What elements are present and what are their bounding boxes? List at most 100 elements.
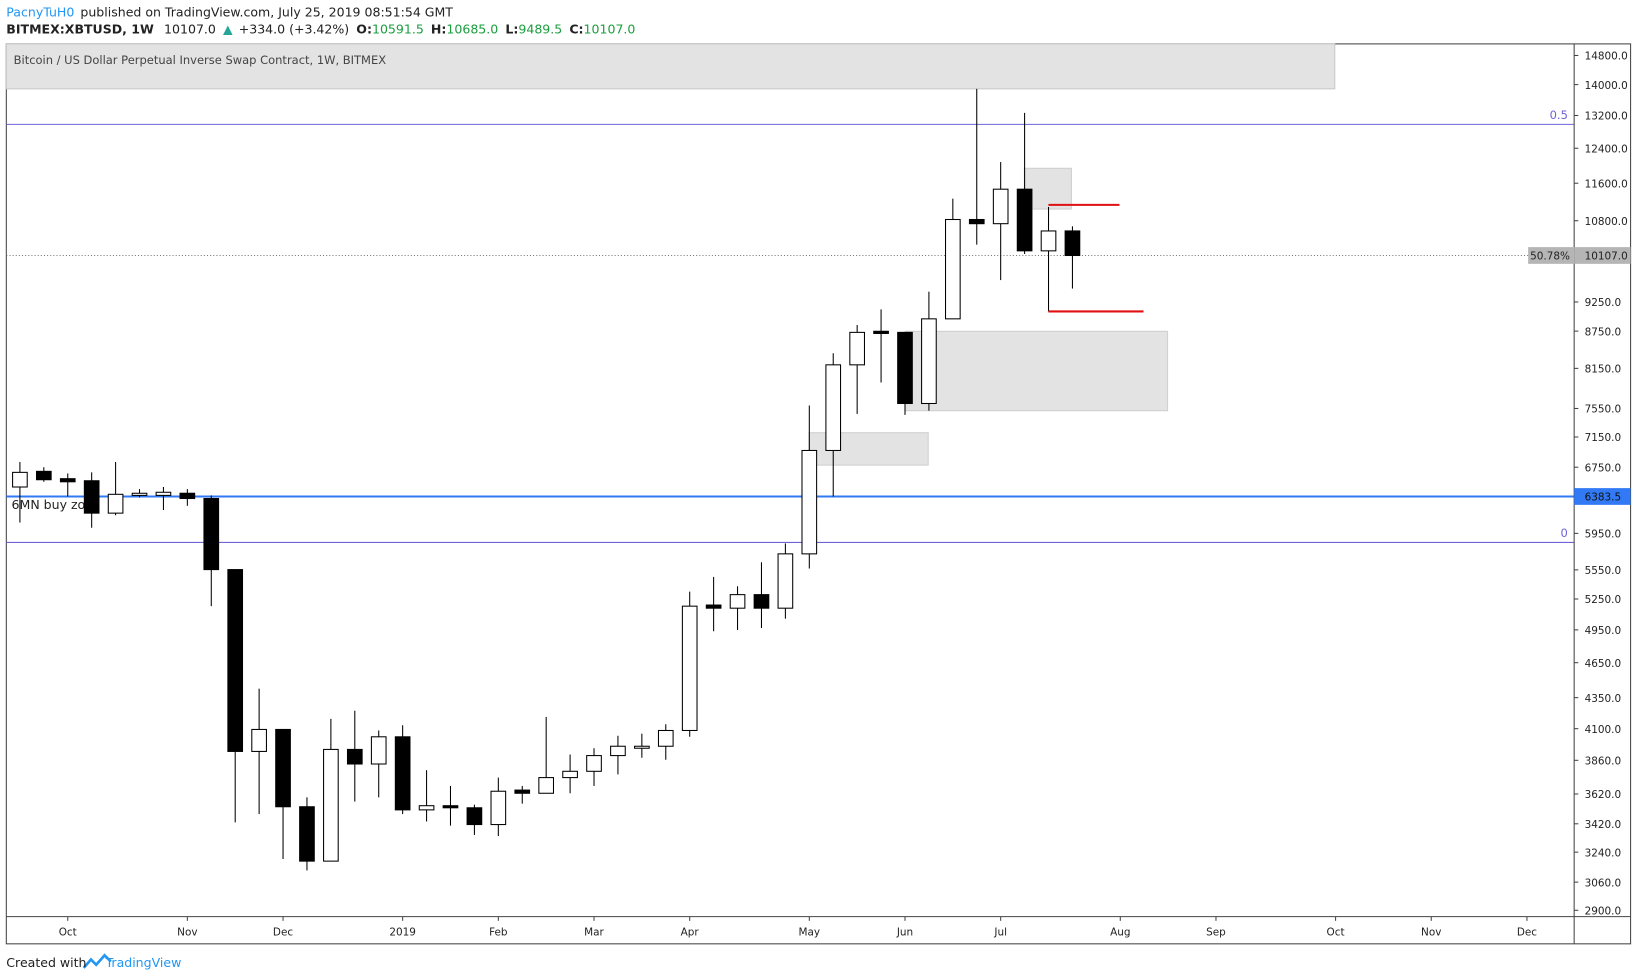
y-tick-label: 10800.0 (1585, 216, 1628, 228)
x-tick-label: May (799, 926, 821, 938)
ohlc-key: C: (569, 21, 583, 36)
ohlc-key: O: (356, 21, 372, 36)
user[interactable]: PacnyTuH0 (6, 5, 74, 20)
ohlc-value: 9489.5 (518, 21, 562, 36)
ohlc-value: 10591.5 (372, 21, 424, 36)
candle-body (107, 493, 124, 514)
candle-body (131, 492, 148, 496)
candle-body (729, 594, 746, 609)
candle-body (83, 480, 100, 514)
y-tick-label: 4650.0 (1585, 658, 1622, 670)
x-tick-label: Aug (1110, 926, 1130, 938)
candle-body (59, 478, 76, 483)
up-arrow: ▲ (223, 21, 233, 36)
y-tick-label: 4350.0 (1585, 693, 1622, 705)
logo (82, 953, 112, 969)
y-tick-label: 5250.0 (1585, 594, 1622, 606)
y-tick-label: 13200.0 (1585, 111, 1628, 123)
y-tick-label: 8750.0 (1585, 326, 1622, 338)
percent-label-bg (1528, 247, 1575, 264)
last-price: 10107.0 (164, 21, 216, 36)
y-tick-label: 3860.0 (1585, 755, 1622, 767)
candle-body (418, 805, 435, 811)
y-tick-label: 7550.0 (1585, 404, 1622, 416)
fib-label: 0 (1561, 526, 1568, 540)
ohlc-value: 10107.0 (584, 21, 636, 36)
y-tick-label: 11600.0 (1585, 178, 1628, 190)
x-tick-label: Feb (489, 926, 508, 938)
chart-title: Bitcoin / US Dollar Perpetual Inverse Sw… (14, 53, 387, 67)
change: +334.0 (+3.42%) (239, 21, 349, 36)
x-tick-label: Jul (993, 926, 1007, 938)
y-tick-label: 3420.0 (1585, 819, 1622, 831)
axis-label-bg (1574, 488, 1631, 505)
symbol: BITMEX:XBTUSD, 1W (6, 21, 154, 36)
candle-body (562, 770, 578, 779)
candle-body (801, 449, 818, 555)
candle-body (346, 748, 363, 765)
candle-body (849, 331, 865, 366)
candle-body (394, 736, 411, 811)
footer-brand[interactable]: TradingView (105, 955, 182, 970)
y-tick-label: 4100.0 (1585, 724, 1622, 736)
candle-body (873, 330, 889, 334)
y-tick-label: 14000.0 (1585, 80, 1628, 92)
annotation: 6MN buy zo (12, 497, 86, 512)
candle-body (1040, 230, 1057, 252)
candle-body (586, 755, 602, 772)
y-tick-label: 9250.0 (1585, 297, 1622, 309)
ohlc-key: H: (431, 21, 447, 36)
axis-label: 10107.0 (1585, 251, 1628, 263)
candle-body (897, 331, 913, 405)
x-tick-label: 2019 (389, 926, 416, 938)
candle-body (538, 777, 555, 794)
y-tick-label: 14800.0 (1585, 51, 1628, 63)
symbol-line: BITMEX:XBTUSD, 1W 10107.0 ▲ +334.0 (+3.4… (6, 21, 635, 36)
percent-label: 50.78% (1530, 251, 1570, 263)
y-tick-label: 2900.0 (1585, 905, 1622, 917)
ohlc-value: 10685.0 (446, 21, 498, 36)
y-tick-label: 3620.0 (1585, 789, 1622, 801)
x-tick-label: Oct (59, 926, 77, 938)
publish-line: PacnyTuH0 published on TradingView.com, … (6, 5, 453, 20)
candle-body (35, 470, 52, 481)
x-tick-label: Nov (1421, 926, 1441, 938)
y-tick-label: 3060.0 (1585, 877, 1622, 889)
y-tick-label: 8150.0 (1585, 364, 1622, 376)
candle-body (370, 736, 387, 765)
candle-body (681, 605, 698, 731)
y-tick-label: 5950.0 (1585, 529, 1622, 541)
candle-body (155, 491, 172, 496)
plot: 0.5 0 6MN buy zo (6, 88, 1575, 871)
x-tick-label: Dec (273, 926, 293, 938)
y-tick-label: 3240.0 (1585, 847, 1622, 859)
candle-body (610, 745, 626, 757)
candle-body (753, 594, 770, 609)
x-tick-label: Nov (177, 926, 197, 938)
published: published on TradingView.com, July 25, 2… (80, 5, 453, 20)
candle-body (657, 729, 674, 747)
x-tick-label: Dec (1517, 926, 1537, 938)
candle-body (825, 364, 842, 451)
title-box (5, 43, 1336, 90)
y-tick-label: 6750.0 (1585, 462, 1622, 474)
footer-prefix: Created with (6, 955, 86, 970)
y-tick-label: 5550.0 (1585, 565, 1622, 577)
candle-body (203, 497, 220, 571)
candle-body (634, 745, 650, 749)
chart-frame (5, 43, 1632, 945)
x-tick-label: Mar (584, 926, 604, 938)
candle-body (1016, 188, 1033, 252)
x-tick-label: Apr (681, 926, 700, 938)
x-tick-label: Oct (1327, 926, 1345, 938)
candle-body (442, 805, 459, 809)
candle-body (705, 604, 722, 609)
candle-body (968, 218, 985, 225)
candle-body (323, 748, 339, 862)
candle-body (299, 806, 315, 862)
fib-label: 0.5 (1550, 108, 1568, 122)
x-tick-label: Sep (1206, 926, 1226, 938)
candle-body (490, 790, 507, 826)
